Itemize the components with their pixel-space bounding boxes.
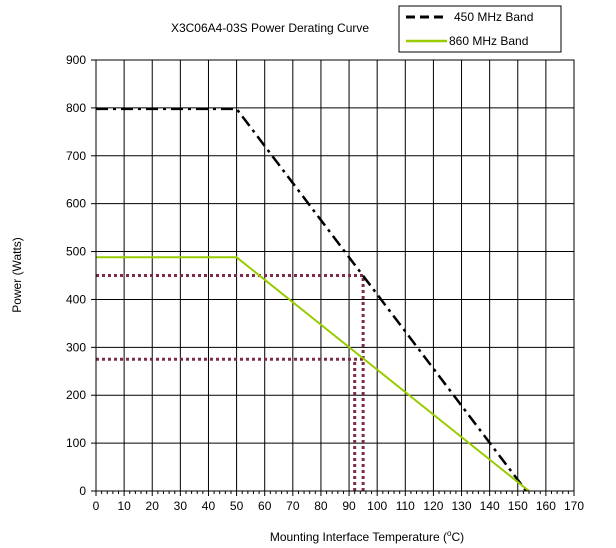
y-axis-title: Power (Watts) — [10, 237, 24, 313]
y-tick-label-900: 900 — [66, 53, 86, 67]
x-tick-label-10: 10 — [117, 499, 131, 513]
x-tick-label-90: 90 — [342, 499, 356, 513]
x-tick-label-160: 160 — [536, 499, 556, 513]
y-tick-label-200: 200 — [66, 388, 86, 402]
y-tick-label-800: 800 — [66, 101, 86, 115]
x-tick-label-100: 100 — [367, 499, 387, 513]
x-tick-label-20: 20 — [146, 499, 160, 513]
y-tick-label-600: 600 — [66, 197, 86, 211]
grid-lines — [96, 60, 574, 491]
y-tick-label-100: 100 — [66, 436, 86, 450]
reference-lines — [96, 274, 365, 491]
x-tick-label-70: 70 — [286, 499, 300, 513]
y-tick-label-400: 400 — [66, 292, 86, 306]
x-tick-label-80: 80 — [314, 499, 328, 513]
legend: 450 MHz Band 860 MHz Band — [398, 5, 562, 53]
series-line-860mhz — [96, 256, 530, 492]
x-tick-label-130: 130 — [452, 499, 472, 513]
series-line-450mhz — [96, 107, 528, 492]
legend-box — [398, 5, 562, 53]
axis-ticks: 0 100 200 300 400 500 600 700 800 900 0 10 20 30 40 50 6… — [66, 53, 584, 513]
chart-title: X3C06A4-03S Power Derating Curve — [171, 21, 369, 35]
series-lines — [96, 107, 530, 492]
x-tick-label-120: 120 — [423, 499, 443, 513]
x-axis-title: Mounting Interface Temperature (oC) — [270, 529, 464, 544]
y-tick-label-300: 300 — [66, 340, 86, 354]
plot-frame — [95, 59, 575, 492]
x-tick-label-150: 150 — [508, 499, 528, 513]
x-tick-label-40: 40 — [202, 499, 216, 513]
y-tick-label-700: 700 — [66, 149, 86, 163]
x-tick-label-110: 110 — [396, 499, 415, 513]
x-tick-label-170: 170 — [564, 499, 584, 513]
x-tick-label-50: 50 — [230, 499, 244, 513]
x-tick-label-30: 30 — [174, 499, 188, 513]
legend-label-450: 450 MHz Band — [454, 10, 533, 24]
y-tick-label-500: 500 — [66, 245, 86, 259]
x-tick-label-140: 140 — [480, 499, 500, 513]
x-tick-label-0: 0 — [93, 499, 100, 513]
y-tick-label-0: 0 — [79, 484, 86, 498]
x-tick-label-60: 60 — [258, 499, 272, 513]
legend-label-860: 860 MHz Band — [449, 34, 528, 48]
